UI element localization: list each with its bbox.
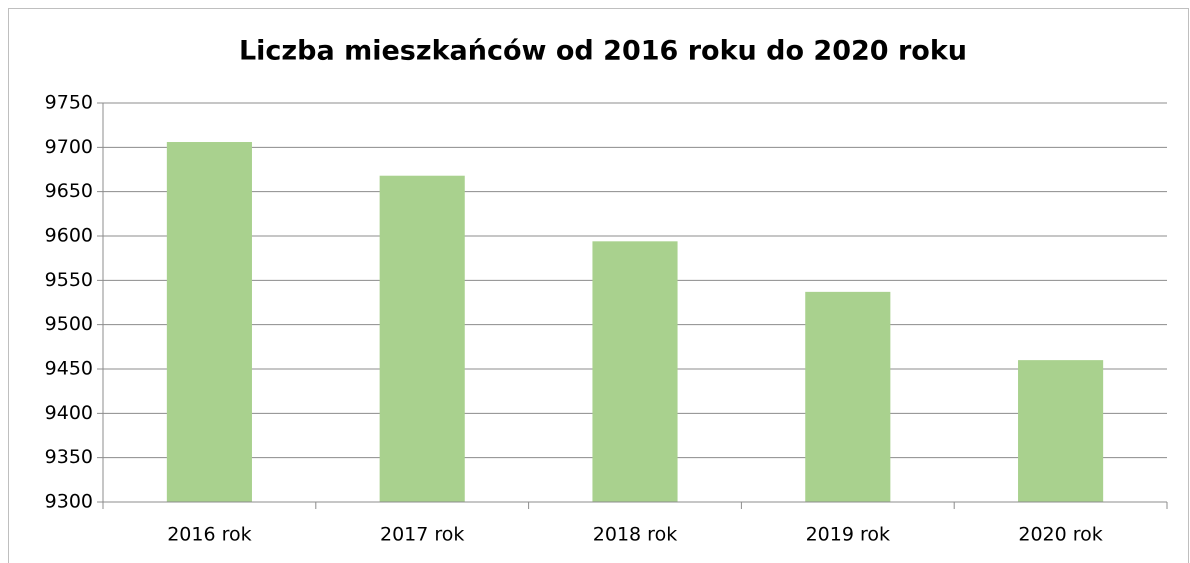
y-tick-label: 9700 (45, 136, 93, 158)
y-tick-label: 9350 (45, 446, 93, 468)
bar (166, 142, 252, 502)
y-tick-label: 9750 (45, 92, 93, 114)
y-tick-label: 9450 (45, 358, 93, 380)
y-tick-label: 9500 (45, 313, 93, 335)
bar (592, 241, 678, 502)
y-tick-label: 9300 (45, 491, 93, 513)
x-tick-label: 2018 rok (593, 524, 677, 546)
chart-frame (8, 8, 1189, 563)
y-tick-label: 9600 (45, 225, 93, 247)
y-tick-label: 9550 (45, 269, 93, 291)
x-tick-label: 2017 rok (380, 524, 464, 546)
bar (805, 291, 891, 502)
y-tick-label: 9650 (45, 180, 93, 202)
x-tick-label: 2019 rok (806, 524, 890, 546)
chart-title: Liczba mieszkańców od 2016 roku do 2020 … (239, 36, 967, 67)
x-tick-label: 2016 rok (167, 524, 251, 546)
x-tick-label: 2020 rok (1018, 524, 1102, 546)
bar (379, 175, 465, 502)
y-tick-label: 9400 (45, 402, 93, 424)
bar (1018, 360, 1104, 502)
